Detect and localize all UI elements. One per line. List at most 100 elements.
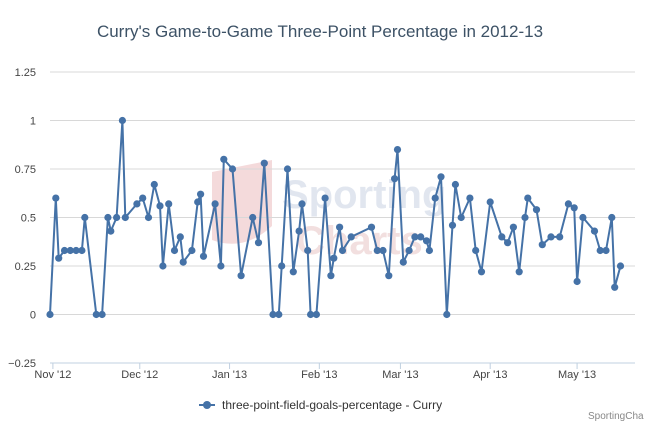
data-point bbox=[52, 194, 60, 202]
data-point bbox=[338, 246, 347, 255]
data-point bbox=[249, 213, 257, 222]
data-point bbox=[260, 159, 268, 167]
data-point bbox=[564, 200, 573, 208]
watermark-shield-icon bbox=[212, 160, 272, 244]
data-point bbox=[197, 190, 205, 198]
data-point bbox=[46, 310, 54, 319]
data-point bbox=[60, 246, 69, 255]
data-point bbox=[590, 227, 599, 235]
data-point bbox=[139, 194, 147, 202]
data-point bbox=[556, 233, 564, 241]
data-point bbox=[312, 310, 320, 319]
data-point bbox=[228, 165, 237, 173]
data-point bbox=[477, 268, 486, 276]
data-point bbox=[298, 200, 306, 208]
data-point bbox=[570, 204, 578, 212]
data-point bbox=[295, 227, 303, 235]
data-point bbox=[179, 258, 187, 266]
data-point bbox=[573, 277, 581, 286]
data-point bbox=[92, 310, 100, 319]
data-point bbox=[538, 241, 546, 249]
y-tick-label: 1 bbox=[30, 116, 36, 128]
data-point bbox=[515, 268, 523, 276]
data-point bbox=[254, 239, 263, 247]
data-point bbox=[118, 116, 126, 125]
data-point bbox=[321, 194, 329, 202]
data-point bbox=[509, 223, 517, 231]
data-point bbox=[170, 246, 179, 255]
y-tick-label: 0.5 bbox=[21, 213, 36, 225]
data-point bbox=[283, 165, 292, 173]
data-point bbox=[194, 198, 202, 206]
data-point bbox=[289, 268, 297, 276]
data-point bbox=[307, 310, 315, 319]
watermark-line1: Sporting bbox=[282, 173, 446, 217]
x-tick-label: Nov '12 bbox=[34, 369, 71, 381]
plot-area bbox=[46, 116, 625, 319]
data-point bbox=[411, 233, 419, 241]
gridlines bbox=[50, 71, 635, 364]
x-tick-label: Apr '13 bbox=[473, 369, 508, 381]
y-tick-label: −0.25 bbox=[8, 358, 36, 370]
data-point bbox=[199, 252, 208, 260]
x-tick-label: May '13 bbox=[558, 369, 596, 381]
data-point bbox=[165, 200, 173, 208]
x-tick-label: Mar '13 bbox=[382, 369, 418, 381]
data-point bbox=[457, 213, 465, 222]
data-point bbox=[275, 310, 283, 319]
data-point bbox=[399, 258, 407, 266]
data-point bbox=[466, 194, 474, 202]
data-point bbox=[417, 233, 425, 241]
data-point bbox=[327, 272, 335, 280]
data-point bbox=[611, 283, 619, 291]
legend-label[interactable]: three-point-field-goals-percentage - Cur… bbox=[222, 398, 442, 412]
data-point bbox=[107, 227, 115, 235]
data-point bbox=[393, 146, 402, 154]
x-tick-label: Feb '13 bbox=[301, 369, 337, 381]
data-point bbox=[521, 213, 529, 222]
y-axis: −0.25 0 0.25 0.5 0.75 1 1.25 bbox=[8, 67, 36, 370]
data-point bbox=[437, 173, 445, 181]
data-point bbox=[579, 213, 587, 222]
data-point bbox=[78, 246, 86, 255]
data-point bbox=[113, 213, 121, 222]
data-point bbox=[448, 221, 457, 229]
legend[interactable]: three-point-field-goals-percentage - Cur… bbox=[199, 398, 442, 412]
data-point bbox=[425, 246, 433, 255]
x-axis: Nov '12 Dec '12 Jan '13 Feb '13 Mar '13 Apr '… bbox=[34, 362, 635, 381]
data-point bbox=[596, 246, 604, 255]
y-tick-label: 0.25 bbox=[15, 261, 36, 273]
data-point bbox=[159, 262, 167, 270]
data-point bbox=[176, 233, 184, 241]
data-point bbox=[269, 310, 277, 319]
data-point bbox=[330, 254, 338, 262]
data-point bbox=[278, 262, 286, 270]
data-point bbox=[472, 246, 480, 255]
data-point bbox=[144, 213, 153, 222]
data-point bbox=[81, 213, 89, 222]
data-point bbox=[532, 206, 541, 214]
data-point bbox=[616, 262, 625, 270]
y-tick-label: 0 bbox=[30, 310, 36, 322]
data-point bbox=[367, 223, 376, 231]
data-point bbox=[220, 155, 228, 163]
data-point bbox=[391, 175, 399, 183]
data-point bbox=[451, 180, 459, 189]
data-point bbox=[504, 239, 512, 247]
data-point bbox=[98, 310, 106, 319]
data-point bbox=[431, 194, 439, 202]
y-tick-label: 0.75 bbox=[15, 164, 36, 176]
data-point bbox=[104, 213, 112, 222]
data-point bbox=[237, 272, 245, 280]
data-point bbox=[524, 194, 532, 202]
data-point bbox=[217, 262, 225, 270]
legend-symbol-marker bbox=[203, 401, 211, 409]
credit-text[interactable]: SportingCha bbox=[588, 411, 644, 422]
data-point bbox=[72, 246, 80, 255]
y-tick-label: 1.25 bbox=[15, 67, 36, 79]
x-tick-label: Jan '13 bbox=[212, 369, 247, 381]
data-point bbox=[498, 233, 506, 241]
data-point bbox=[336, 223, 344, 231]
data-point bbox=[55, 254, 63, 262]
